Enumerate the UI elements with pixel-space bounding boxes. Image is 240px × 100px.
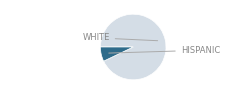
Text: WHITE: WHITE (82, 33, 158, 42)
Wedge shape (100, 47, 133, 61)
Wedge shape (100, 14, 166, 80)
Text: HISPANIC: HISPANIC (109, 46, 220, 55)
